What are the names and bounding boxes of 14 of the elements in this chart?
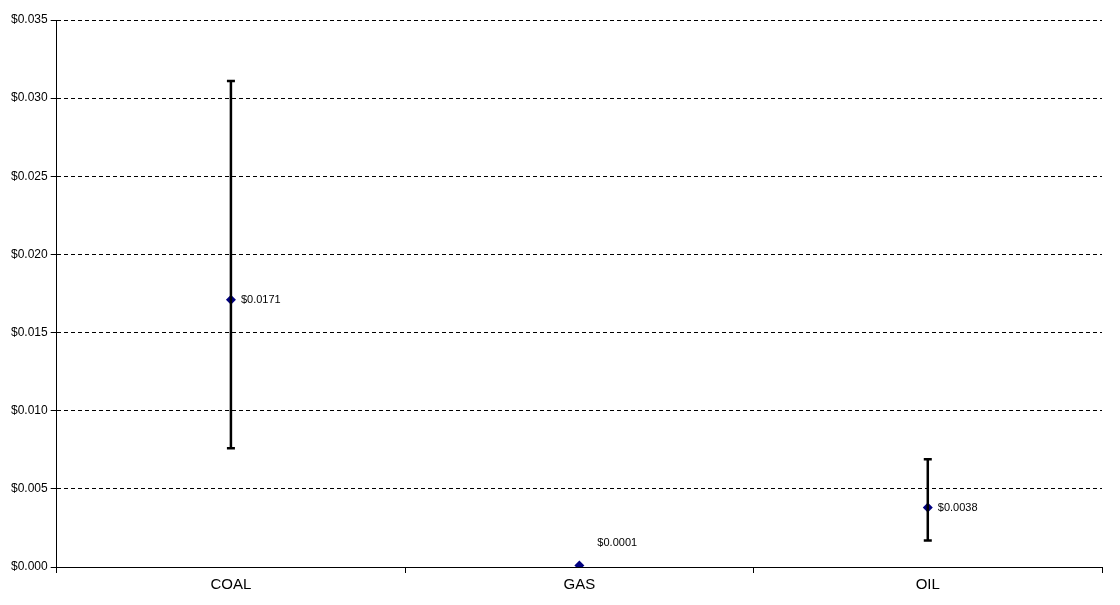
x-tick-label: GAS <box>563 575 596 593</box>
data-label: $0.0171 <box>240 292 281 305</box>
x-tick-label: OIL <box>915 575 940 593</box>
y-tick-label: $0.015 <box>11 324 49 339</box>
data-label: $0.0038 <box>937 500 978 513</box>
y-tick-label: $0.000 <box>11 559 49 574</box>
y-tick-label: $0.020 <box>11 246 49 261</box>
y-tick-label: $0.025 <box>11 168 49 183</box>
y-tick-label: $0.005 <box>11 481 49 496</box>
data-label: $0.0001 <box>597 536 638 549</box>
y-tick-label: $0.010 <box>11 403 49 418</box>
y-tick-label: $0.035 <box>11 12 49 27</box>
y-tick-label: $0.030 <box>11 90 49 105</box>
x-tick-label: COAL <box>210 575 252 593</box>
